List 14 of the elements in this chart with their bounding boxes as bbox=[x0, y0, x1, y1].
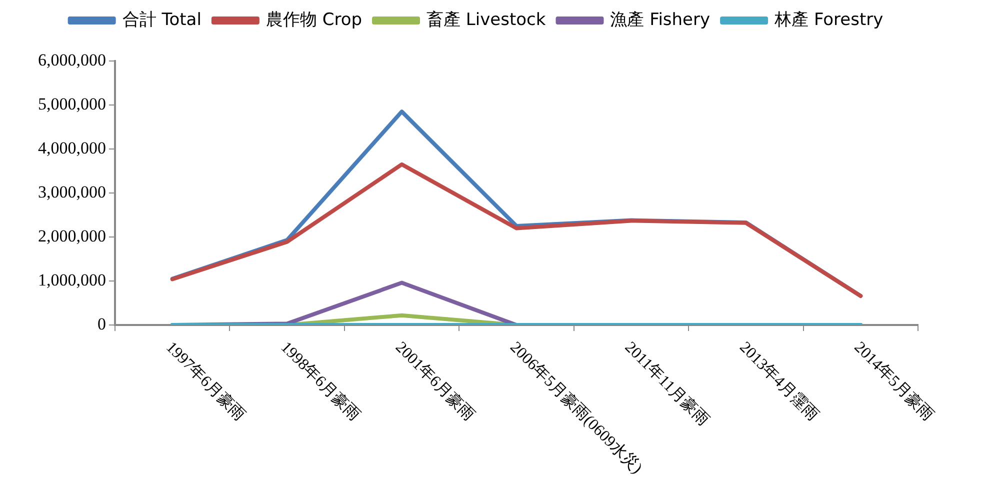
x-tick-label: 1998年6月豪雨 bbox=[277, 338, 364, 424]
y-tick-label: 5,000,000 bbox=[38, 94, 106, 114]
x-tick-label: 1997年6月豪雨 bbox=[162, 338, 249, 424]
legend-label: 農作物 Crop bbox=[266, 10, 362, 30]
legend-label: 林產 Forestry bbox=[774, 10, 884, 30]
legend-label: 畜產 Livestock bbox=[426, 10, 546, 30]
y-tick-label: 0 bbox=[98, 314, 106, 334]
legend-label: 漁產 Fishery bbox=[610, 10, 710, 30]
y-tick-label: 1,000,000 bbox=[38, 270, 106, 290]
legend-label: 合計 Total bbox=[122, 10, 202, 30]
y-tick-label: 4,000,000 bbox=[38, 138, 106, 158]
y-tick-label: 6,000,000 bbox=[38, 50, 106, 70]
y-tick-label: 3,000,000 bbox=[38, 182, 106, 202]
y-tick-label: 2,000,000 bbox=[38, 226, 106, 246]
